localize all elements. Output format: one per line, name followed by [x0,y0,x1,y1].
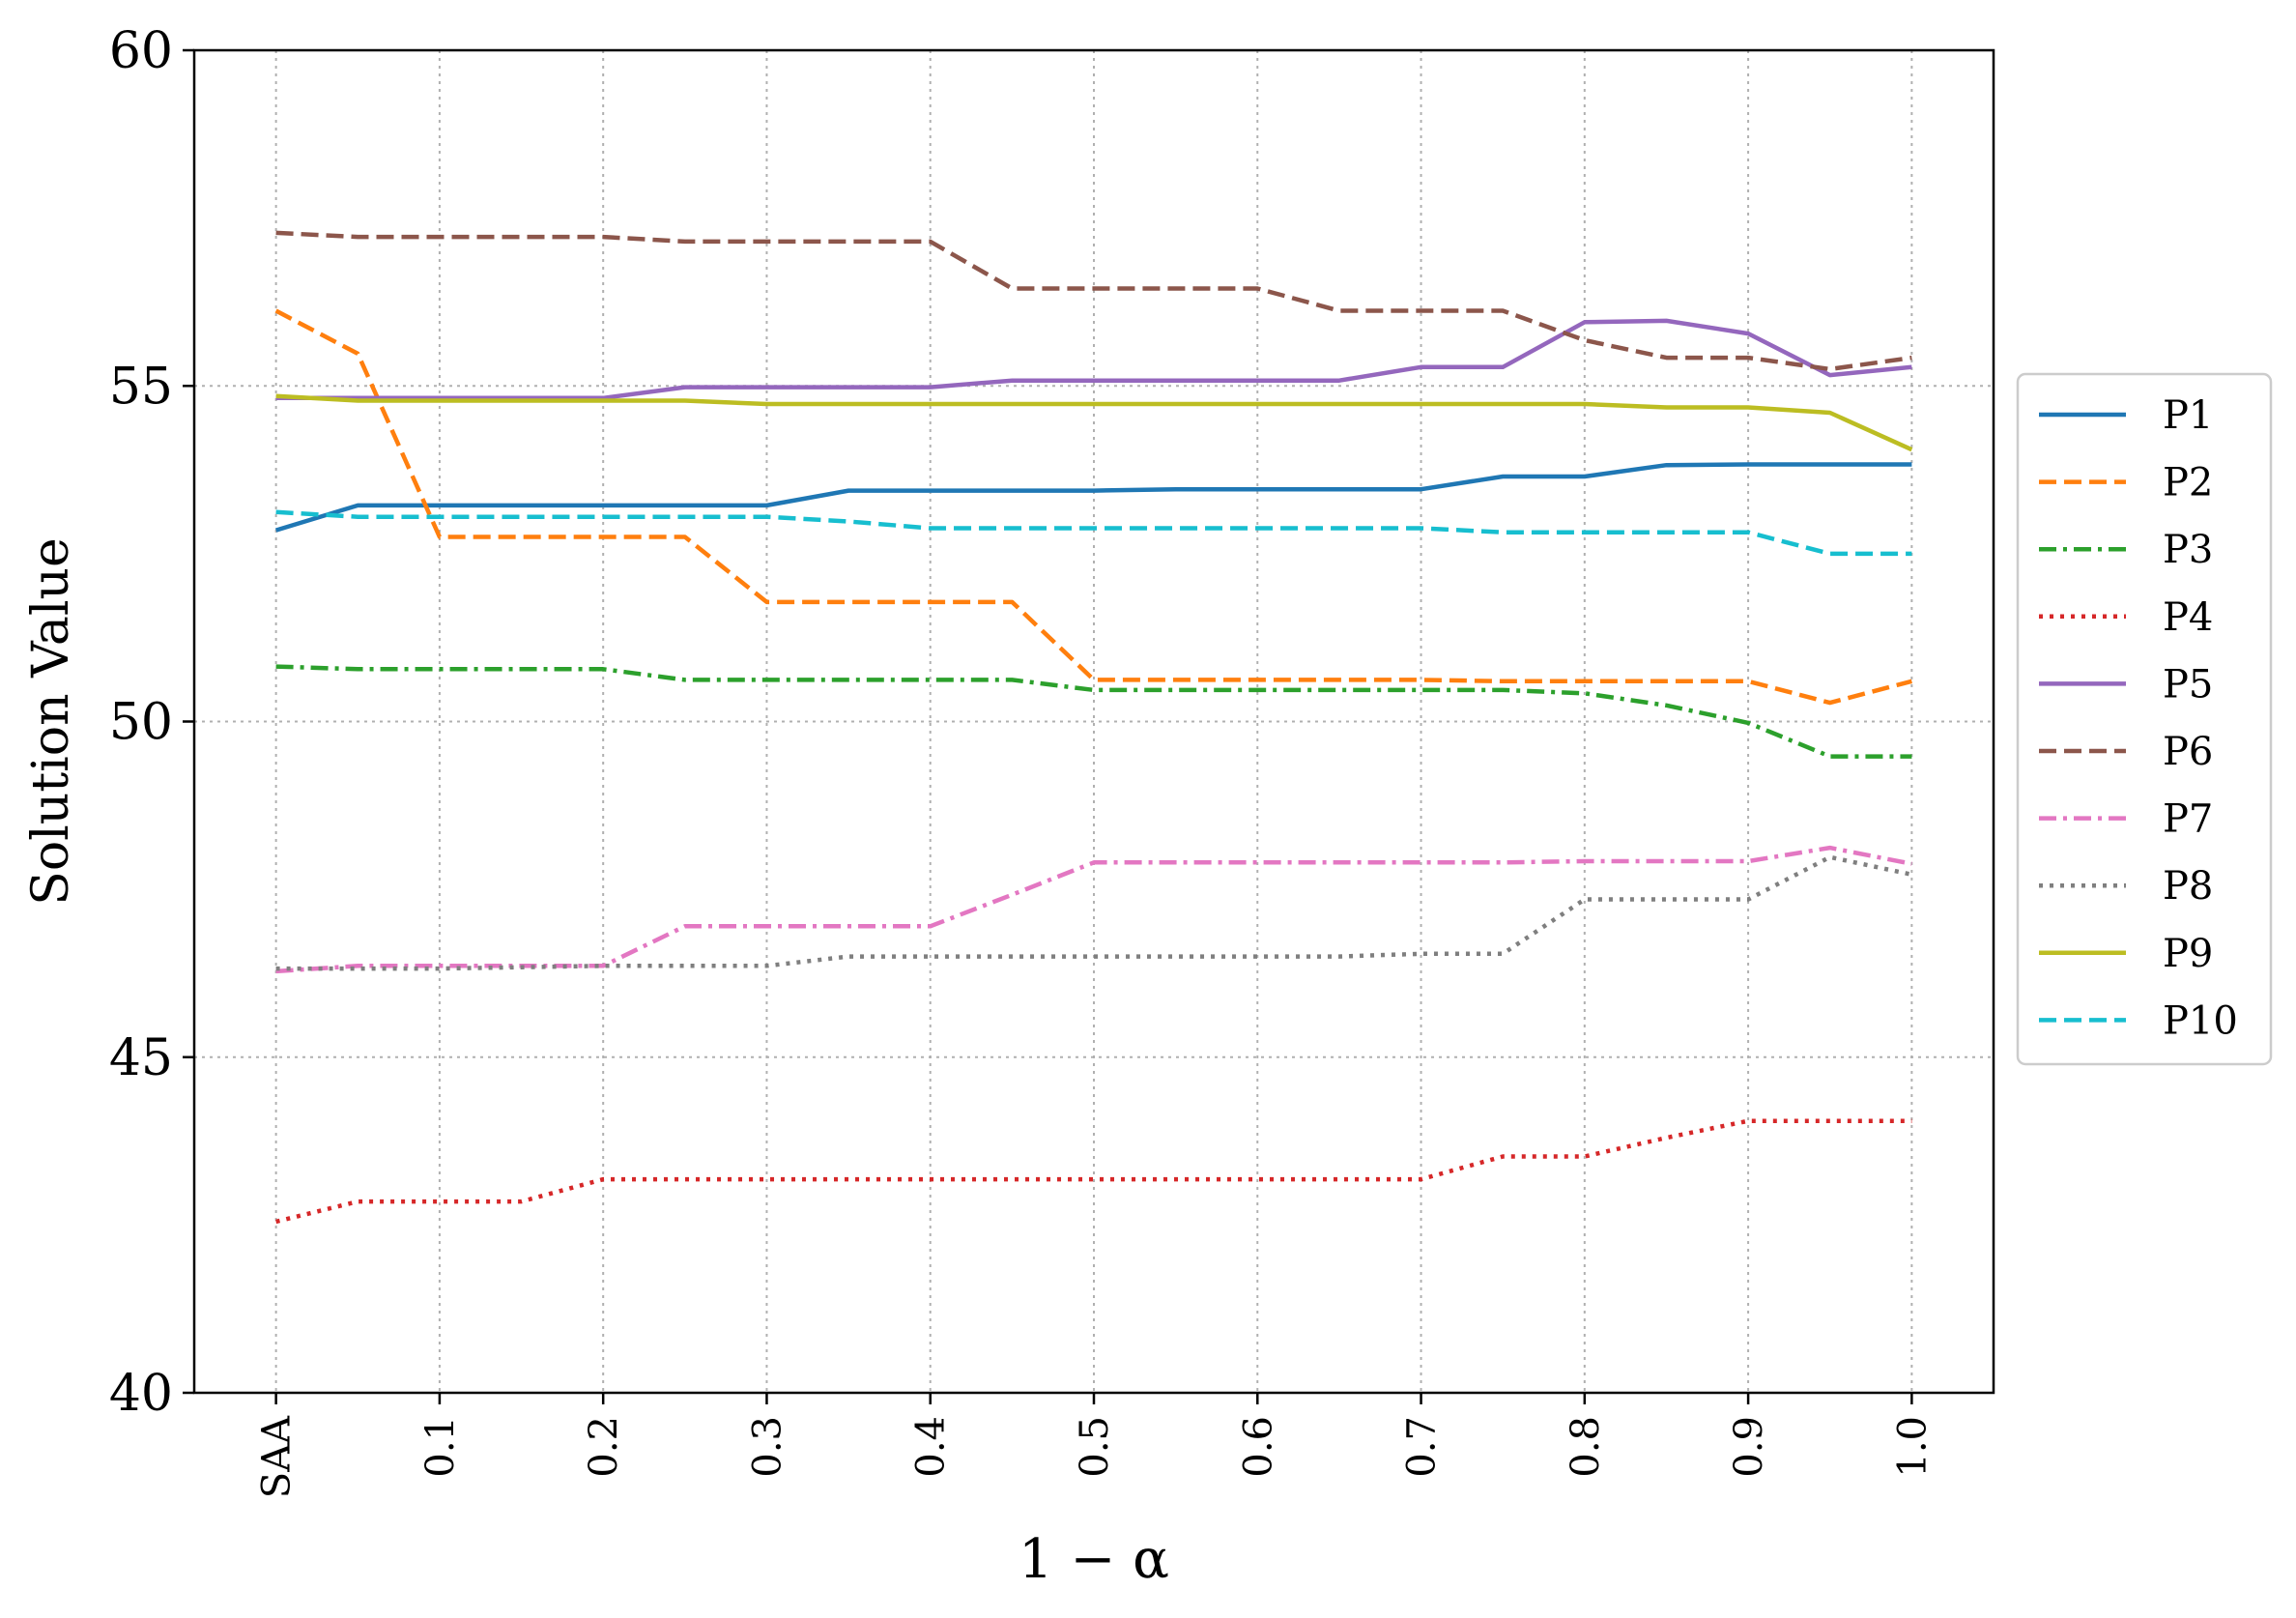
x-tick-label: 0.1 [418,1416,463,1478]
y-tick-label: 55 [109,358,173,416]
x-tick-label: 0.2 [582,1416,626,1478]
legend-label: P7 [2163,797,2213,842]
x-tick-label: 0.9 [1727,1416,1771,1478]
legend-label: P2 [2163,461,2213,506]
series-line-p8 [275,854,1912,971]
y-tick-label: 60 [109,22,173,80]
y-axis-label: Solution Value [22,537,80,906]
legend-label: P5 [2163,662,2213,707]
x-tick-label: 0.6 [1236,1416,1280,1478]
x-tick-label: 0.4 [909,1416,954,1478]
series-line-p10 [275,509,1912,557]
x-tick-label: 0.7 [1400,1416,1445,1478]
series-line-p1 [274,462,1912,533]
x-tick-label: 0.3 [745,1416,789,1478]
legend-label: P10 [2163,998,2238,1043]
legend-label: P3 [2163,528,2213,572]
x-tick-label: 0.8 [1564,1416,1608,1478]
x-tick-label: 1.0 [1890,1416,1935,1478]
y-tick-label: 40 [109,1365,173,1423]
series-line-p9 [275,393,1913,452]
y-tick-label: 45 [109,1029,173,1087]
series-line-p2 [274,308,1912,706]
legend-label: P8 [2163,864,2213,909]
series-line-p7 [275,845,1912,974]
series-line-p6 [275,230,1912,372]
legend-label: P9 [2163,932,2213,976]
series-line-p5 [275,318,1912,401]
legend-label: P4 [2163,595,2213,640]
legend-label: P6 [2163,730,2213,774]
x-tick-label: 0.5 [1073,1416,1117,1478]
series-line-p3 [275,664,1912,759]
legend: P1 P2 P3 P4 P5 P6 P7 P8 P9 P10 [2016,372,2273,1066]
axis-ticks: SAA 0.1 0.2 0.3 0.4 0.5 0.6 0.7 0.8 0.9 1.0 40 45 50 5… [109,22,1936,1498]
y-tick-label: 50 [109,694,173,752]
grid [194,50,1994,1393]
legend-label: P1 [2163,393,2213,438]
x-axis-label: 1 − α [1019,1528,1169,1591]
legend-box [2016,372,2273,1066]
series-line-p4 [275,1118,1912,1225]
x-tick-label: SAA [255,1415,300,1498]
series-lines [274,230,1913,1225]
